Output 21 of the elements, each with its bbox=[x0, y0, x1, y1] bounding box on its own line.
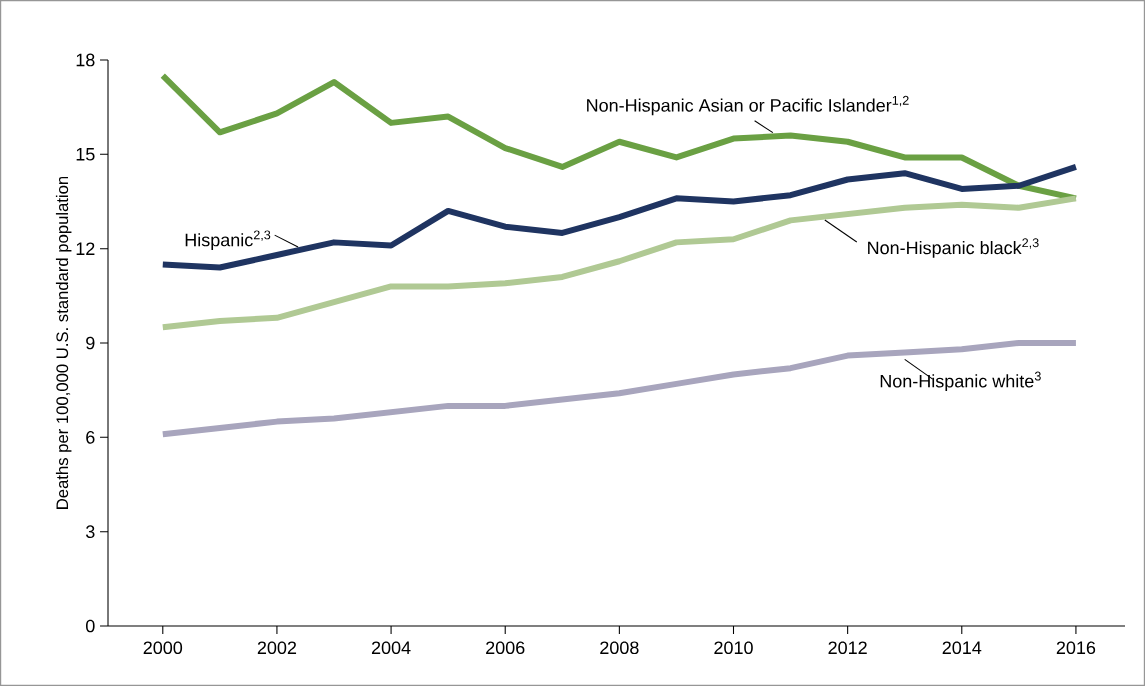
x-tick-label: 2014 bbox=[942, 641, 982, 655]
y-tick-label: 6 bbox=[86, 430, 95, 444]
series-label: Non-Hispanic Asian or Pacific Islander$^{1,2}$ bbox=[587, 95, 909, 116]
x-tick-label: 2008 bbox=[600, 641, 639, 655]
x-tick-label: 2000 bbox=[143, 641, 183, 655]
y-tick-label: 3 bbox=[85, 525, 95, 539]
series-label: Non-Hispanic black$^{2,3}$ bbox=[868, 238, 1039, 258]
x-tick-label: 2002 bbox=[257, 641, 297, 655]
x-tick-label: 2016 bbox=[1056, 641, 1096, 655]
y-tick-label: 9 bbox=[86, 336, 95, 350]
y-axis-title: Deaths per 100,000 U.S. standard population bbox=[55, 176, 72, 509]
series-label: Hispanic$^{2,3}$ bbox=[185, 230, 271, 250]
y-tick-label: 18 bbox=[76, 53, 95, 67]
x-tick-label: 2012 bbox=[828, 641, 867, 655]
x-tick-label: 2006 bbox=[486, 641, 525, 655]
x-tick-label: 2004 bbox=[371, 641, 411, 655]
y-tick-label: 12 bbox=[76, 242, 95, 255]
y-tick-label: 15 bbox=[76, 148, 95, 161]
y-tick-label: 0 bbox=[86, 619, 95, 633]
x-tick-label: 2010 bbox=[714, 641, 753, 655]
series-label: Non-Hispanic white$^{3}$ bbox=[880, 371, 1041, 392]
